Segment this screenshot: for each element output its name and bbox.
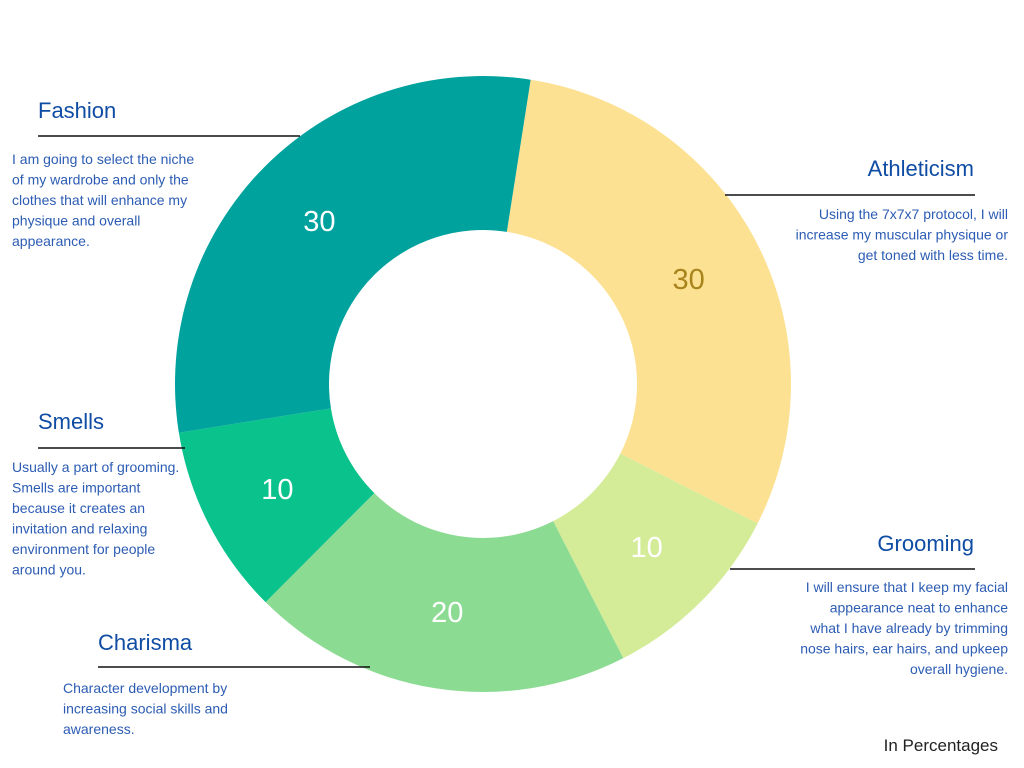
category-description: Using the 7x7x7 protocol, I will — [819, 206, 1008, 222]
value-label: 10 — [261, 474, 293, 506]
category-description: I am going to select the niche — [12, 151, 194, 167]
category-description: get toned with less time. — [858, 247, 1008, 263]
category-description: Usually a part of grooming. — [12, 459, 179, 475]
category-description: physique and overall — [12, 213, 140, 229]
category-description: around you. — [12, 562, 86, 578]
value-label: 30 — [303, 206, 335, 238]
category-description: appearance. — [12, 233, 90, 249]
category-description: awareness. — [63, 721, 135, 737]
note: In Percentages — [884, 736, 998, 755]
category-description: overall hygiene. — [910, 661, 1008, 677]
value-label: 30 — [673, 264, 705, 296]
category-description: I will ensure that I keep my facial — [806, 579, 1008, 595]
donut-segment — [553, 453, 758, 659]
category-description: increasing social skills and — [63, 701, 228, 717]
category-description: appearance neat to enhance — [830, 600, 1008, 616]
value-label: 20 — [431, 597, 463, 629]
category-description: nose hairs, ear hairs, and upkeep — [800, 641, 1008, 657]
category-title: Charisma — [98, 630, 193, 655]
donut-segment — [506, 79, 791, 524]
donut-segment — [265, 493, 624, 692]
category-title: Smells — [38, 409, 104, 434]
category-description: invitation and relaxing — [12, 521, 147, 537]
category-description: increase my muscular physique or — [796, 227, 1009, 243]
category-title: Athleticism — [868, 156, 974, 181]
category-title: Grooming — [877, 531, 974, 556]
donut-segment — [175, 75, 531, 433]
category-description: of my wardrobe and only the — [12, 172, 189, 188]
category-description: Character development by — [63, 680, 227, 696]
category-description: because it creates an — [12, 500, 145, 516]
category-description: clothes that will enhance my — [12, 192, 187, 208]
category-description: Smells are important — [12, 480, 140, 496]
donut-segment — [178, 408, 375, 603]
category-description: what I have already by trimming — [809, 620, 1008, 636]
value-label: 10 — [630, 532, 662, 564]
category-title: Fashion — [38, 98, 116, 123]
category-description: environment for people — [12, 541, 155, 557]
